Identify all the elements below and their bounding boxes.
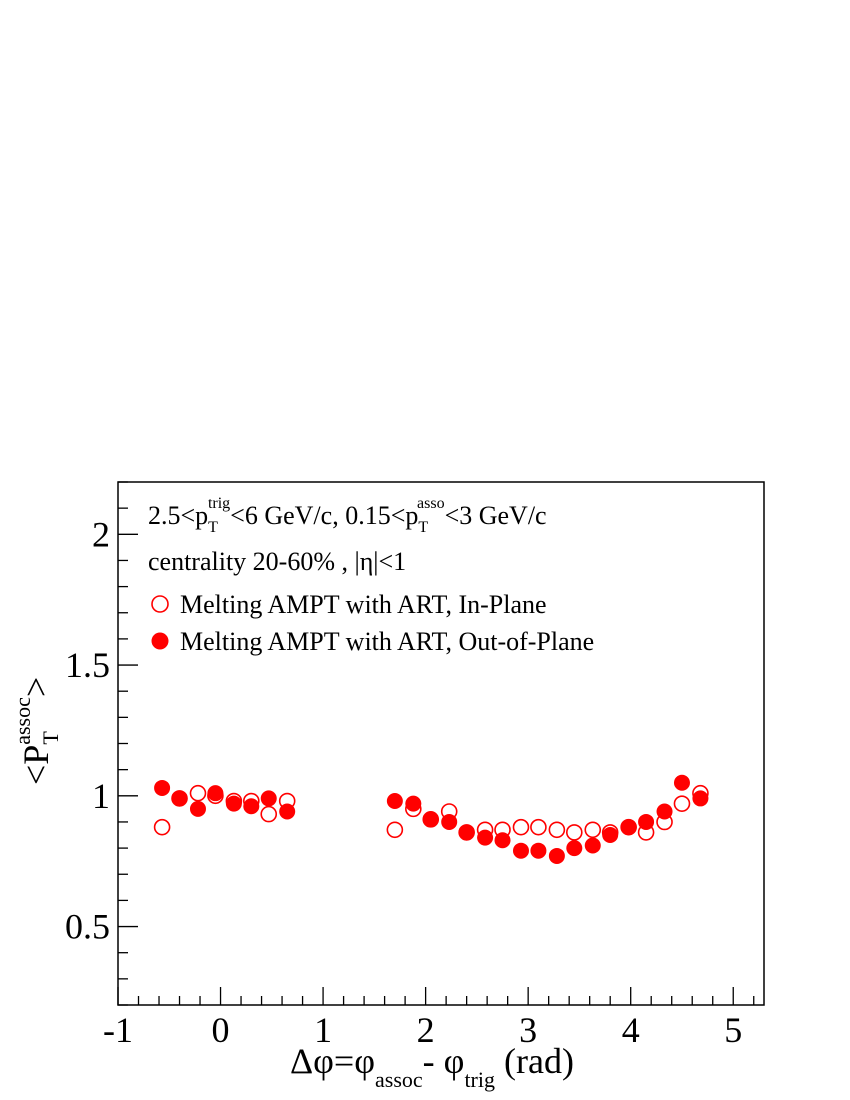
y-axis-title: <PTassoc> — [10, 677, 63, 785]
x-tick-label: 5 — [724, 1010, 742, 1050]
y-axis-title-sub: T — [38, 731, 63, 745]
data-point-out-of-plane — [458, 824, 475, 841]
legend-marker-out-of-plane — [151, 632, 169, 650]
x-tick-label: -1 — [103, 1010, 133, 1050]
data-point-out-of-plane — [243, 798, 260, 815]
data-point-in-plane — [530, 818, 547, 836]
data-point-out-of-plane — [584, 837, 601, 854]
data-points — [153, 774, 709, 864]
data-point-out-of-plane — [638, 813, 655, 830]
annotation-kinematics: 2.5<pTtrig<6 GeV/c, 0.15<pTasso<3 GeV/c — [148, 495, 547, 536]
annotation-kinematics-part: <3 GeV/c — [445, 501, 547, 530]
data-point-out-of-plane — [260, 790, 277, 807]
y-axis-title-open: <P — [16, 745, 56, 785]
x-axis-title-sub: trig — [464, 1067, 495, 1092]
y-tick-label: 1.5 — [65, 645, 110, 685]
y-tick-label: 0.5 — [65, 907, 110, 947]
annotation-kinematics-sub: T — [418, 519, 428, 536]
data-point-out-of-plane — [548, 847, 565, 864]
data-point-in-plane — [512, 818, 530, 836]
data-point-in-plane — [260, 805, 278, 823]
data-point-out-of-plane — [477, 829, 494, 846]
x-axis-title-base: Δφ=φ — [290, 1041, 375, 1081]
x-tick-label: 2 — [417, 1010, 435, 1050]
data-point-out-of-plane — [566, 840, 583, 857]
data-point-in-plane — [548, 821, 566, 839]
data-point-out-of-plane — [154, 779, 171, 796]
data-point-out-of-plane — [656, 803, 673, 820]
data-point-out-of-plane — [279, 803, 296, 820]
data-point-out-of-plane — [530, 842, 547, 859]
x-axis-title-end: (rad) — [495, 1041, 574, 1081]
annotation-kinematics-part: 2.5<p — [148, 501, 208, 530]
data-point-in-plane — [189, 784, 207, 802]
y-axis-title-close: > — [16, 677, 56, 697]
annotation-kinematics-part: <6 GeV/c, 0.15<p — [230, 501, 418, 530]
annotation-kinematics-sup: trig — [208, 495, 230, 512]
y-axis-title-sup: assoc — [10, 697, 35, 745]
data-point-out-of-plane — [207, 785, 224, 802]
data-point-out-of-plane — [673, 774, 690, 791]
data-point-out-of-plane — [512, 842, 529, 859]
x-axis-title-sub: assoc — [375, 1067, 423, 1092]
data-point-in-plane — [566, 824, 583, 841]
data-point-out-of-plane — [441, 813, 458, 830]
data-point-in-plane — [584, 821, 602, 839]
data-point-out-of-plane — [171, 790, 188, 807]
data-point-out-of-plane — [494, 832, 511, 849]
legend-label-out-of-plane: Melting AMPT with ART, Out-of-Plane — [180, 627, 594, 656]
y-tick-label: 1 — [92, 776, 110, 816]
y-tick-label: 2 — [92, 514, 110, 554]
data-point-out-of-plane — [602, 827, 619, 844]
legend-marker-in-plane — [151, 595, 169, 613]
data-point-out-of-plane — [692, 790, 709, 807]
legend-label-in-plane: Melting AMPT with ART, In-Plane — [180, 590, 547, 619]
data-point-in-plane — [386, 821, 404, 839]
data-point-out-of-plane — [405, 795, 422, 812]
data-point-out-of-plane — [189, 800, 206, 817]
axis-tick-labels: -1 0 1 2 3 4 5 0.5 1 1.5 2 — [65, 514, 742, 1050]
data-point-out-of-plane — [422, 811, 439, 828]
annotation-kinematics-sub: T — [208, 519, 218, 536]
annotation-kinematics-sup: asso — [417, 495, 445, 512]
data-point-in-plane — [153, 818, 171, 836]
annotation-centrality: centrality 20-60% , |η|<1 — [148, 547, 406, 576]
x-axis-title-mid: - φ — [423, 1041, 465, 1081]
axis-ticks — [117, 481, 755, 1006]
data-point-out-of-plane — [225, 795, 242, 812]
x-tick-label: 0 — [212, 1010, 230, 1050]
data-point-out-of-plane — [620, 819, 637, 836]
x-tick-label: 3 — [519, 1010, 537, 1050]
x-tick-label: 4 — [622, 1010, 640, 1050]
x-tick-label: 1 — [314, 1010, 332, 1050]
data-point-out-of-plane — [386, 793, 403, 810]
series-out-of-plane — [154, 774, 709, 864]
data-point-in-plane — [673, 795, 691, 812]
x-axis-title: Δφ=φassoc- φtrig (rad) — [290, 1041, 574, 1092]
